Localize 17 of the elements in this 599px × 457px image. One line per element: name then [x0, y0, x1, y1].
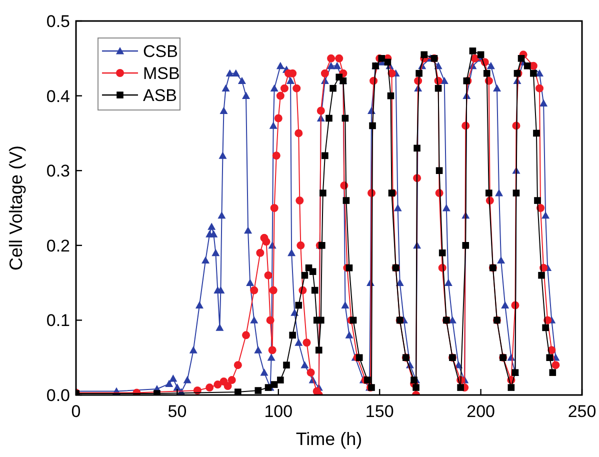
x-tick-label: 50 [168, 402, 187, 421]
legend-label: ASB [143, 86, 178, 105]
x-tick-label: 0 [71, 402, 81, 421]
y-axis-title: Cell Voltage (V) [6, 145, 26, 271]
legend-label: MSB [143, 64, 180, 83]
x-tick-label: 100 [264, 402, 293, 421]
x-tick-label: 150 [365, 402, 394, 421]
y-tick-label: 0.4 [46, 86, 70, 106]
x-tick-label: 200 [466, 402, 495, 421]
x-tick-label: 250 [568, 402, 596, 421]
x-axis-title: Time (h) [296, 429, 362, 449]
y-tick-label: 0.2 [46, 236, 70, 256]
y-tick-label: 0.1 [46, 311, 70, 330]
y-tick-label: 0.3 [46, 162, 70, 181]
y-tick-label: 0.0 [46, 386, 70, 405]
legend-label: CSB [143, 42, 178, 61]
y-tick-label: 0.5 [46, 12, 70, 31]
